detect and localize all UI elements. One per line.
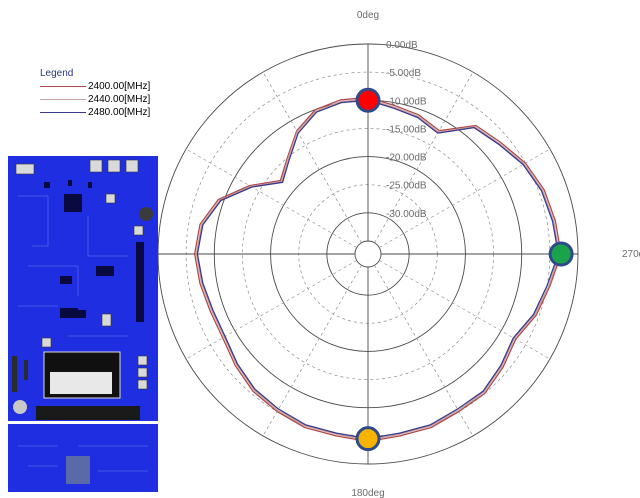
polar-spoke: [262, 265, 362, 437]
angle-label-270: 270deg: [622, 249, 640, 260]
radial-label: 0.00dB: [386, 40, 418, 51]
polar-spoke: [374, 71, 474, 243]
pcb-battery: [13, 400, 27, 414]
legend-item-2480: 2480.00[MHz]: [40, 106, 150, 119]
polar-center-ring: [354, 240, 382, 268]
legend-label-2400: 2400.00[MHz]: [88, 81, 151, 92]
legend-swatch-2480: [40, 112, 86, 113]
legend-label-2440: 2440.00[MHz]: [88, 94, 151, 105]
polar-spoke: [185, 260, 357, 360]
angle-label-180: 180deg: [351, 488, 384, 498]
polar-spoke: [379, 148, 551, 248]
pcb-components: [44, 180, 144, 322]
chart-legend: Legend 2400.00[MHz] 2440.00[MHz] 2480.00…: [40, 68, 150, 119]
polar-markers: [355, 87, 574, 452]
polar-grid: [157, 43, 579, 465]
pcb-component-round: [139, 207, 153, 221]
pcb-connectors: [15, 159, 148, 390]
marker-red: [355, 87, 381, 113]
series-line-3: [196, 99, 559, 440]
legend-item-2400: 2400.00[MHz]: [40, 80, 150, 93]
pcb-lcd-window: [50, 372, 112, 394]
pcb-lower-connector: [66, 456, 90, 484]
radial-label: -20.00dB: [386, 153, 427, 164]
polar-spoke: [185, 148, 357, 248]
legend-swatch-2440: [40, 99, 86, 100]
polar-chart: 0deg 270deg 180deg 0.00dB -5.00dB -10.00dB -15…: [157, 10, 640, 498]
pcb-board-image: [8, 156, 158, 492]
angle-label-0: 0deg: [357, 10, 379, 21]
legend-swatch-2400: [40, 86, 86, 87]
marker-yellow: [355, 426, 381, 452]
polar-spoke: [374, 265, 474, 437]
legend-title: Legend: [40, 68, 74, 79]
radial-label: -5.00dB: [386, 68, 421, 79]
polar-series: [193, 96, 562, 443]
pcb-switches: [12, 356, 28, 392]
radial-label: -15.00dB: [386, 124, 427, 135]
polar-spoke: [262, 71, 362, 243]
legend-label-2480: 2480.00[MHz]: [88, 107, 151, 118]
pcb-traces: [18, 195, 148, 472]
pcb-header-strip: [36, 406, 140, 420]
radial-label: -25.00dB: [386, 181, 427, 192]
polar-spoke: [379, 260, 551, 360]
radial-label: -10.00dB: [386, 96, 427, 107]
legend-item-2440: 2440.00[MHz]: [40, 93, 150, 106]
polar-labels: 0deg 270deg 180deg 0.00dB -5.00dB -10.00dB -15…: [351, 10, 640, 498]
marker-green: [548, 241, 574, 267]
radial-label: -30.00dB: [386, 209, 427, 220]
